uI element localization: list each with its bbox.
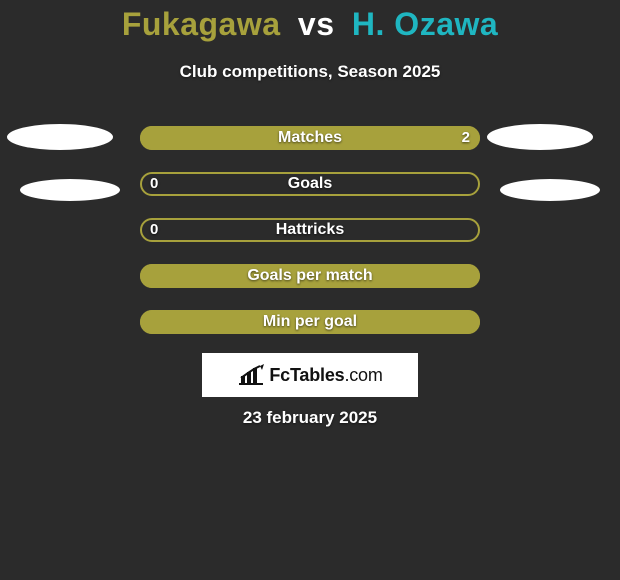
stat-bar-min-per-goal: Min per goal bbox=[140, 310, 480, 334]
logo-inner: FcTables.com bbox=[237, 364, 382, 386]
logo-text-bold: FcTables bbox=[269, 365, 344, 385]
title-player2: H. Ozawa bbox=[352, 6, 498, 42]
bar-label: Hattricks bbox=[140, 218, 480, 242]
stat-bar-goals-per-match: Goals per match bbox=[140, 264, 480, 288]
logo-text: FcTables.com bbox=[269, 365, 382, 386]
bar-value-right: 2 bbox=[462, 126, 470, 150]
bar-label: Goals bbox=[140, 172, 480, 196]
bar-label: Matches bbox=[140, 126, 480, 150]
title: Fukagawa vs H. Ozawa bbox=[0, 6, 620, 43]
subtitle: Club competitions, Season 2025 bbox=[0, 62, 620, 82]
logo-text-light: .com bbox=[344, 365, 382, 385]
bar-value-left: 0 bbox=[150, 172, 158, 196]
comparison-infographic: Fukagawa vs H. Ozawa Club competitions, … bbox=[0, 0, 620, 580]
bar-value-left: 0 bbox=[150, 218, 158, 242]
chart-icon bbox=[237, 364, 265, 386]
fctables-logo: FcTables.com bbox=[202, 353, 418, 397]
decorative-ellipse-1 bbox=[487, 124, 593, 150]
stat-bar-matches: Matches2 bbox=[140, 126, 480, 150]
stat-bar-hattricks: Hattricks0 bbox=[140, 218, 480, 242]
stat-bar-goals: Goals0 bbox=[140, 172, 480, 196]
title-player1: Fukagawa bbox=[122, 6, 281, 42]
decorative-ellipse-3 bbox=[500, 179, 600, 201]
bar-label: Goals per match bbox=[140, 264, 480, 288]
decorative-ellipse-0 bbox=[7, 124, 113, 150]
bar-label: Min per goal bbox=[140, 310, 480, 334]
date: 23 february 2025 bbox=[0, 408, 620, 428]
decorative-ellipse-2 bbox=[20, 179, 120, 201]
title-vs: vs bbox=[298, 6, 335, 42]
